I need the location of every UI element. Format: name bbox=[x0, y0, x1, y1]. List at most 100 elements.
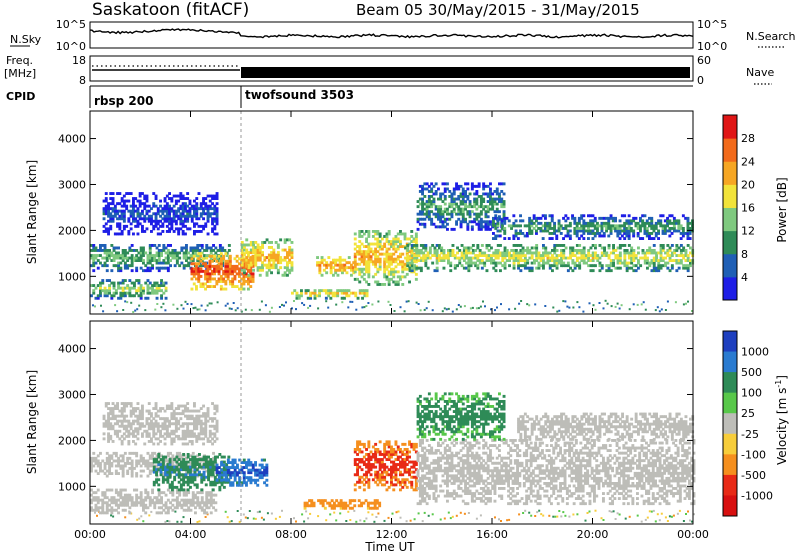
heatmap-cell bbox=[207, 468, 210, 472]
heatmap-cell bbox=[536, 511, 539, 514]
heatmap-cell bbox=[353, 499, 357, 503]
heatmap-cell bbox=[367, 265, 371, 269]
heatmap-cell bbox=[406, 244, 410, 247]
heatmap-cell bbox=[146, 459, 150, 463]
heatmap-cell bbox=[238, 458, 242, 462]
heatmap-cell bbox=[197, 269, 201, 273]
heatmap-cell bbox=[217, 473, 221, 477]
heatmap-cell bbox=[689, 246, 692, 250]
heatmap-cell bbox=[387, 280, 391, 284]
heatmap-cell bbox=[499, 261, 502, 265]
heatmap-cell bbox=[148, 464, 152, 468]
heatmap-cell bbox=[369, 257, 373, 261]
heatmap-cell bbox=[139, 291, 143, 295]
heatmap-cell bbox=[202, 478, 206, 482]
heatmap-cell bbox=[371, 303, 374, 306]
heatmap-cell bbox=[176, 520, 179, 523]
heatmap-cell bbox=[412, 270, 416, 274]
heatmap-cell bbox=[144, 296, 148, 300]
heatmap-cell bbox=[144, 251, 148, 255]
heatmap-cell bbox=[614, 229, 617, 233]
heatmap-cell bbox=[293, 300, 295, 302]
heatmap-cell bbox=[333, 511, 336, 514]
heatmap-cell bbox=[421, 200, 424, 203]
heatmap-cell bbox=[566, 264, 570, 268]
heatmap-cell bbox=[212, 244, 215, 247]
heatmap-cell bbox=[446, 187, 449, 191]
heatmap-cell bbox=[510, 256, 514, 260]
heatmap-cell bbox=[412, 463, 416, 466]
heatmap-cell bbox=[240, 282, 244, 286]
heatmap-cell bbox=[467, 264, 471, 268]
heatmap-cell bbox=[475, 307, 478, 310]
heatmap-cell bbox=[512, 244, 516, 247]
heatmap-cell bbox=[495, 190, 499, 193]
heatmap-cell bbox=[575, 264, 579, 268]
heatmap-cell bbox=[326, 501, 330, 505]
heatmap-cell bbox=[468, 220, 472, 224]
heatmap-cell bbox=[551, 269, 554, 273]
heatmap-cell bbox=[380, 245, 384, 248]
heatmap-cell bbox=[569, 246, 572, 250]
heatmap-cell bbox=[219, 264, 223, 268]
heatmap-cell bbox=[238, 468, 242, 472]
heatmap-cell bbox=[514, 307, 517, 310]
heatmap-cell bbox=[380, 247, 384, 251]
heatmap-cell bbox=[378, 463, 382, 466]
heatmap-cell bbox=[209, 501, 213, 505]
heatmap-cell bbox=[155, 261, 159, 265]
heatmap-cell bbox=[207, 491, 211, 495]
heatmap-cell bbox=[207, 470, 210, 474]
heatmap-cell bbox=[187, 256, 191, 260]
heatmap-cell bbox=[152, 465, 156, 469]
heatmap-cell bbox=[193, 232, 196, 236]
heatmap-cell bbox=[196, 308, 199, 311]
heatmap-cell bbox=[383, 257, 387, 261]
heatmap-cell bbox=[520, 300, 523, 302]
heatmap-cell bbox=[231, 473, 235, 477]
heatmap-cell bbox=[240, 241, 244, 244]
heatmap-cell bbox=[163, 207, 167, 211]
heatmap-cell bbox=[577, 229, 581, 233]
heatmap-cell bbox=[392, 475, 396, 479]
heatmap-cell bbox=[427, 190, 431, 193]
heatmap-cell bbox=[546, 251, 550, 255]
heatmap-cell bbox=[252, 517, 255, 520]
heatmap-cell bbox=[571, 251, 575, 255]
heatmap-cell bbox=[334, 271, 338, 275]
heatmap-cell bbox=[427, 215, 431, 219]
heatmap-cell bbox=[500, 190, 504, 193]
heatmap-cell bbox=[399, 240, 402, 243]
heatmap-cell bbox=[634, 269, 638, 273]
heatmap-cell bbox=[448, 212, 452, 216]
heatmap-cell bbox=[392, 280, 396, 284]
heatmap-cell bbox=[111, 197, 115, 200]
heatmap-cell bbox=[367, 453, 371, 456]
heatmap-cell bbox=[272, 253, 276, 257]
heatmap-cell bbox=[135, 291, 139, 295]
heatmap-cell bbox=[193, 204, 196, 208]
heatmap-cell bbox=[414, 445, 418, 449]
heatmap-cell bbox=[468, 212, 472, 216]
heatmap-cell bbox=[534, 303, 537, 306]
heatmap-cell bbox=[416, 200, 420, 203]
heatmap-cell bbox=[308, 504, 311, 508]
heatmap-cell bbox=[562, 227, 565, 230]
heatmap-cell bbox=[374, 475, 378, 479]
heatmap-cell bbox=[209, 458, 213, 461]
heatmap-cell bbox=[219, 277, 223, 281]
heatmap-cell bbox=[228, 520, 231, 523]
heatmap-cell bbox=[139, 296, 143, 300]
heatmap-cell bbox=[213, 272, 216, 276]
heatmap-cell bbox=[240, 253, 244, 257]
heatmap-cell bbox=[392, 483, 396, 487]
heatmap-cell bbox=[435, 249, 439, 252]
heatmap-cell bbox=[335, 519, 338, 522]
heatmap-cell bbox=[623, 221, 627, 225]
heatmap-cell bbox=[190, 204, 194, 208]
heatmap-cell bbox=[686, 234, 690, 238]
heatmap-cell bbox=[546, 254, 550, 257]
heatmap-cell bbox=[272, 251, 276, 254]
heatmap-cell bbox=[609, 229, 613, 233]
heatmap-cell bbox=[129, 222, 133, 226]
